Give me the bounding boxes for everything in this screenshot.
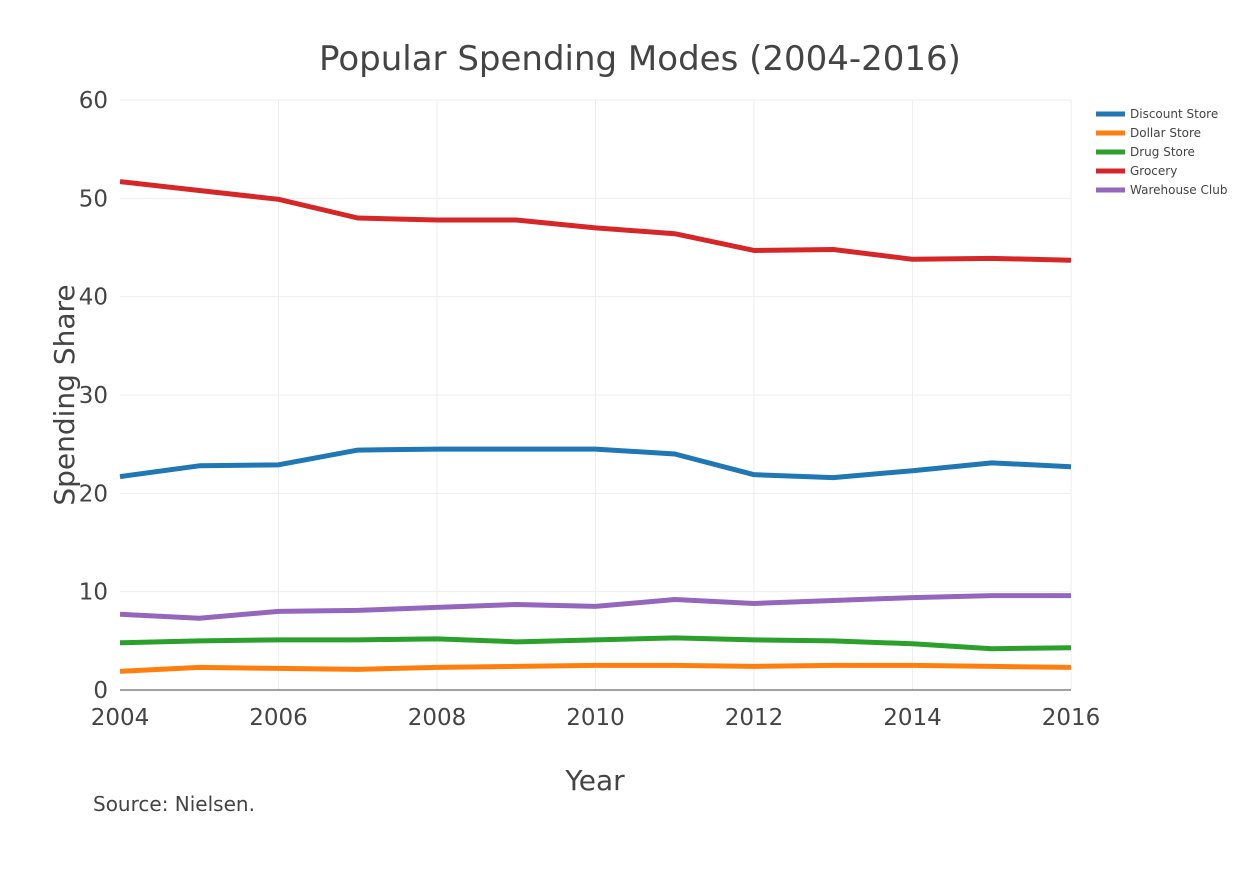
- x-tick-label: 2014: [883, 705, 942, 731]
- grid-layer: [120, 100, 1071, 690]
- y-tick-label: 10: [79, 580, 108, 606]
- y-axis-title: Spending Share: [48, 284, 81, 505]
- legend-item-drug-store[interactable]: Drug Store: [1096, 145, 1195, 159]
- legend[interactable]: Discount Store Dollar Store Drug Store Groc…: [1096, 107, 1227, 197]
- legend-label: Dollar Store: [1130, 126, 1201, 140]
- x-tick-label: 2004: [91, 705, 150, 731]
- x-tick-label: 2012: [725, 705, 784, 731]
- legend-item-warehouse-club[interactable]: Warehouse Club: [1096, 183, 1227, 197]
- legend-label: Discount Store: [1130, 107, 1218, 121]
- x-tick-label: 2016: [1042, 705, 1101, 731]
- legend-label: Grocery: [1130, 164, 1177, 178]
- x-tick-label: 2008: [408, 705, 467, 731]
- y-tick-label: 60: [79, 88, 108, 114]
- x-tick-label: 2006: [249, 705, 308, 731]
- y-tick-label: 30: [79, 383, 108, 409]
- x-tick-label: 2010: [566, 705, 625, 731]
- legend-label: Drug Store: [1130, 145, 1195, 159]
- y-tick-label: 0: [93, 678, 108, 704]
- y-tick-label: 40: [79, 285, 108, 311]
- legend-item-grocery[interactable]: Grocery: [1096, 164, 1177, 178]
- x-axis-title: Year: [564, 764, 625, 797]
- legend-item-dollar-store[interactable]: Dollar Store: [1096, 126, 1201, 140]
- tick-layer: 2004 2006 2008 2010 2012 2014 2016 0 10 20 30 40 50 6…: [79, 88, 1101, 731]
- legend-label: Warehouse Club: [1130, 183, 1227, 197]
- y-tick-label: 50: [79, 186, 108, 212]
- chart-title: Popular Spending Modes (2004-2016): [319, 39, 961, 79]
- y-tick-label: 20: [79, 481, 108, 507]
- legend-item-discount-store[interactable]: Discount Store: [1096, 107, 1218, 121]
- source-note: Source: Nielsen.: [93, 792, 255, 816]
